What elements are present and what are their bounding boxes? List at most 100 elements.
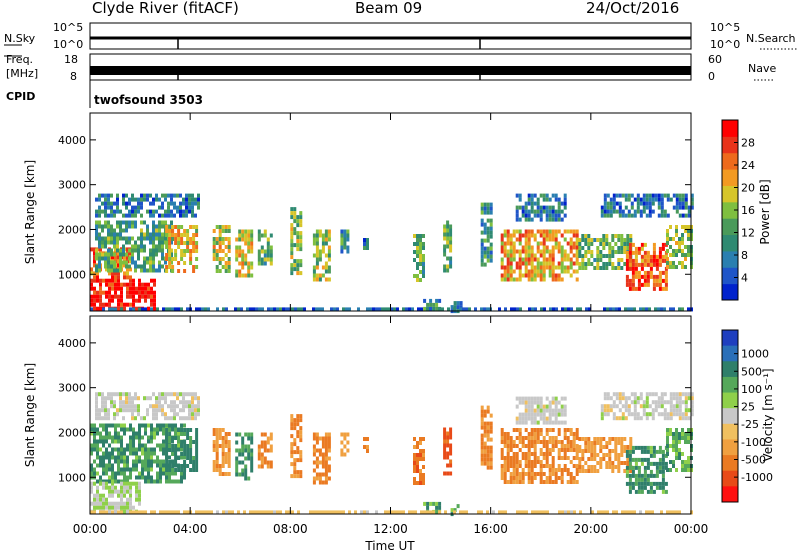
velocity-cell (527, 396, 531, 401)
velocity-cell (132, 467, 135, 472)
power-cell (183, 269, 187, 273)
velocity-cell (408, 510, 411, 515)
power-cell (158, 205, 161, 210)
velocity-cell (293, 442, 297, 447)
power-cell (128, 256, 131, 261)
power-cell (620, 238, 624, 242)
power-cell (446, 220, 450, 225)
velocity-cell (153, 447, 156, 452)
velocity-cell (150, 510, 153, 515)
power-cell (652, 262, 656, 267)
power-cell (402, 307, 405, 312)
velocity-cell (120, 489, 123, 494)
power-cell (657, 205, 661, 210)
velocity-cell (500, 468, 504, 472)
power-cell (168, 265, 172, 269)
power-cell (224, 261, 228, 265)
velocity-cell (648, 412, 652, 417)
velocity-cell (110, 396, 113, 401)
power-cell (509, 277, 513, 282)
velocity-cell (443, 443, 447, 448)
velocity-cell (176, 396, 179, 401)
power-cell (587, 246, 591, 250)
velocity-cell (612, 400, 616, 405)
velocity-cell (530, 432, 534, 436)
power-cell (651, 201, 655, 206)
power-cell (593, 266, 597, 270)
power-cell (649, 266, 653, 271)
freq-label: Freq. (6, 53, 33, 66)
velocity-cell (96, 479, 99, 484)
power-cell (143, 268, 146, 273)
velocity-cell (90, 510, 93, 515)
power-cell (263, 229, 267, 234)
power-cell (191, 197, 194, 202)
power-cell (99, 298, 102, 303)
power-cell (417, 307, 420, 312)
power-cell (456, 301, 460, 306)
power-cell (631, 270, 635, 275)
power-cell (515, 237, 519, 242)
velocity-cell (631, 449, 635, 454)
power-cell (114, 307, 117, 312)
velocity-cell (343, 432, 347, 437)
power-cell (615, 209, 619, 214)
velocity-colorbar-tick: -1000 (741, 471, 773, 484)
velocity-cell (684, 468, 687, 472)
nave-label: Nave (748, 62, 776, 75)
nave-tick-bottom: 0 (708, 70, 715, 83)
velocity-cell (643, 465, 647, 470)
velocity-cell (591, 510, 594, 515)
velocity-cell (618, 396, 622, 401)
power-cell (168, 249, 172, 253)
velocity-cell (413, 465, 416, 469)
velocity-cell (566, 428, 570, 432)
velocity-cell (153, 459, 156, 464)
power-cell (260, 233, 264, 238)
power-cell (545, 233, 549, 238)
velocity-cell (515, 480, 519, 484)
power-cell (197, 201, 200, 206)
velocity-cell (657, 404, 661, 409)
power-cell (98, 224, 101, 229)
velocity-cell (152, 416, 155, 421)
power-cell (413, 242, 416, 246)
velocity-cell (443, 447, 447, 452)
power-cell (123, 255, 126, 260)
velocity-cell (134, 408, 137, 413)
power-cell (527, 201, 531, 206)
velocity-cell (93, 423, 96, 428)
power-cell (602, 238, 606, 242)
power-cell (658, 278, 662, 283)
power-cell (636, 205, 640, 210)
velocity-cell (138, 431, 141, 436)
power-cell (655, 282, 659, 287)
velocity-cell (120, 479, 123, 484)
velocity-cell (120, 423, 123, 428)
power-cell (599, 250, 603, 254)
power-cell (117, 282, 120, 287)
power-cell (195, 241, 199, 245)
power-cell (95, 264, 98, 269)
power-cell (631, 274, 635, 279)
velocity-cell (419, 437, 422, 441)
velocity-cell (174, 468, 178, 472)
power-cell (247, 269, 251, 274)
velocity-cell (258, 510, 261, 515)
velocity-cell (117, 431, 120, 436)
power-cell (652, 246, 656, 251)
velocity-cell (197, 400, 200, 405)
power-cell (221, 265, 225, 269)
velocity-cell (168, 455, 171, 460)
velocity-cell (117, 439, 120, 444)
power-cell (542, 273, 546, 278)
power-colorbar-swatch (722, 267, 738, 285)
power-cell (566, 265, 570, 270)
velocity-cell (95, 400, 98, 405)
velocity-cell (399, 510, 402, 515)
velocity-cell (449, 431, 453, 436)
velocity-cell (105, 423, 108, 428)
velocity-cell (633, 396, 637, 401)
power-cell (426, 307, 429, 312)
power-cell (645, 307, 648, 312)
